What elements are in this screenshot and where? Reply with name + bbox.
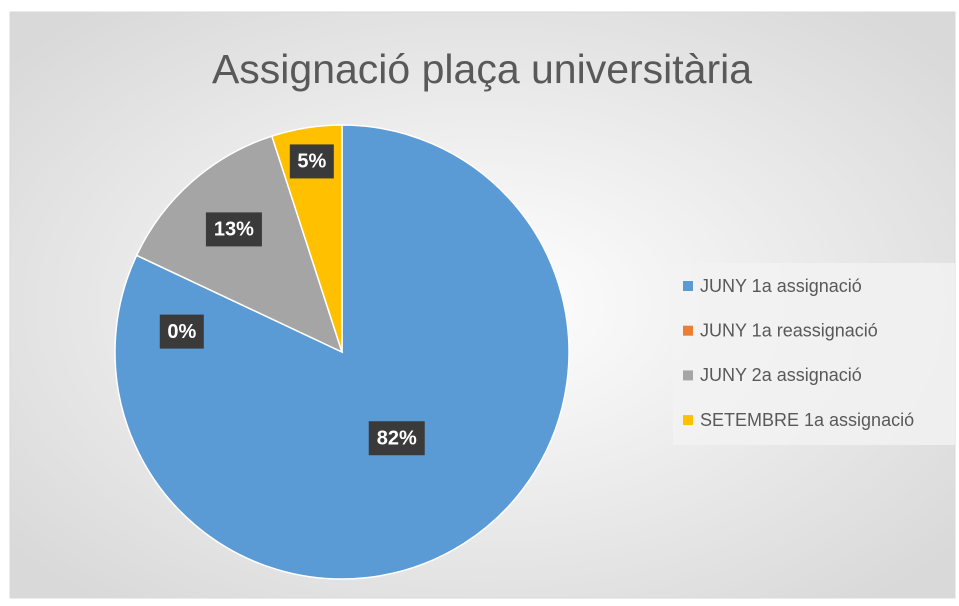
data-label: 82%	[377, 428, 417, 450]
chart-title: Assignació plaça universitària	[212, 46, 752, 92]
legend-box	[673, 263, 955, 445]
pie-slice	[270, 124, 343, 353]
legend-marker	[683, 370, 693, 381]
legend-label: SETEMBRE 1a assignació	[700, 410, 914, 430]
data-label: 13%	[214, 219, 254, 241]
data-label-box	[205, 212, 262, 247]
legend-marker	[683, 415, 693, 426]
legend-marker	[683, 281, 693, 291]
pie-slice	[114, 124, 570, 580]
legend-label: JUNY 2a assignació	[700, 365, 862, 385]
legend-marker	[683, 325, 693, 336]
data-label-box	[159, 314, 204, 349]
data-label: 5%	[297, 151, 326, 173]
data-label: 0%	[167, 321, 196, 343]
data-label-box	[368, 421, 425, 456]
legend-label: JUNY 1a reassignació	[700, 320, 878, 340]
data-label-box	[289, 144, 334, 179]
legend-label: JUNY 1a assignació	[700, 276, 862, 296]
